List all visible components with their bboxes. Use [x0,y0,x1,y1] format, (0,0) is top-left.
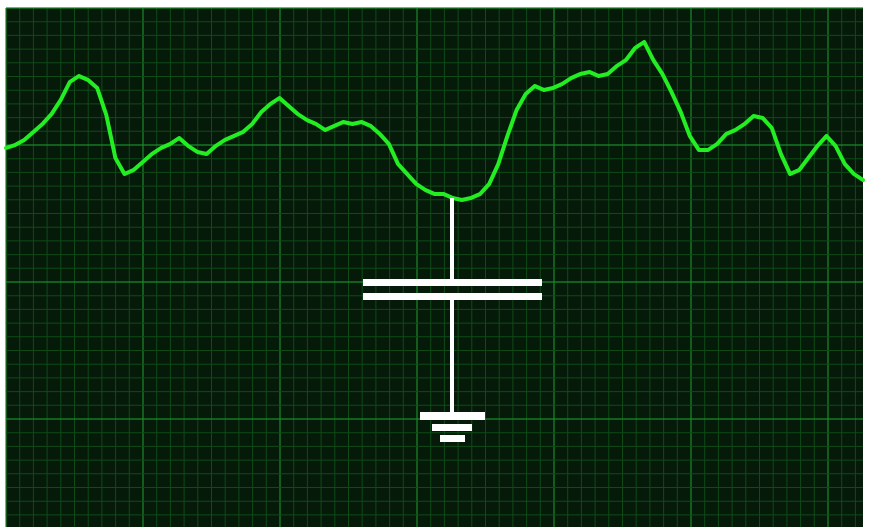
capacitor-top-plate [363,279,542,286]
capacitor-symbol [363,198,542,413]
ground-bar-3 [440,435,465,442]
ground-bar-2 [432,424,472,431]
capacitor-bottom-plate [363,293,542,300]
waveform-trace [4,40,865,202]
screen-background [6,8,863,527]
ground-icon [420,412,485,442]
ground-bar-1 [420,412,485,420]
